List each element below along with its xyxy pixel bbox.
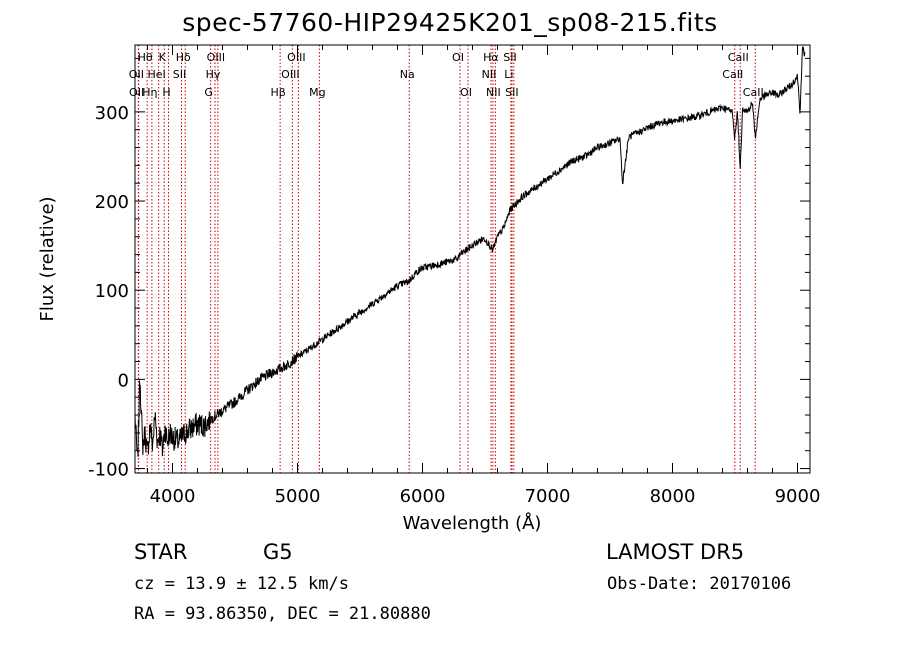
x-tick-label-5: 9000 [775, 486, 821, 507]
line-label-16: Na [400, 68, 415, 81]
line-label-23: Li [504, 68, 513, 81]
line-label-7: SII [173, 68, 186, 81]
line-label-21: NII [486, 86, 501, 99]
line-label-20: NII [482, 68, 497, 81]
y-tick-label-3: 200 [95, 192, 129, 213]
line-label-8: Hδ [176, 51, 191, 64]
line-label-3: HeI [147, 68, 165, 81]
line-label-17: OI [452, 51, 464, 64]
y-tick-label-2: 100 [95, 281, 129, 302]
line-label-13: OIII [287, 51, 305, 64]
x-tick-label-0: 4000 [150, 486, 196, 507]
line-label-14: OIII [281, 68, 299, 81]
line-label-4: Hη [142, 86, 157, 99]
x-tick-label-4: 8000 [650, 486, 696, 507]
emission-line-markers [137, 45, 756, 473]
y-axis-label: Flux (relative) [37, 196, 58, 321]
axis-ticks [135, 45, 810, 473]
line-label-22: SII [503, 51, 516, 64]
coordinates-readout: RA = 93.86350, DEC = 21.80880 [134, 604, 431, 624]
x-tick-label-3: 7000 [525, 486, 571, 507]
axis-tick-labels: 4000 5000 6000 7000 8000 9000 -100 0 100 200 300 [88, 103, 820, 507]
line-label-26: CaII [722, 68, 743, 81]
spectrum-line [134, 45, 806, 457]
x-tick-label-2: 6000 [400, 486, 446, 507]
x-axis-label: Wavelength (Å) [403, 512, 542, 534]
line-label-25: CaII [728, 51, 749, 64]
line-label-9: OIII [207, 51, 225, 64]
line-label-6: H [162, 86, 170, 99]
line-label-1: OII [129, 68, 144, 81]
obs-date: Obs-Date: 20170106 [607, 574, 792, 594]
plot-frame [134, 44, 811, 474]
y-tick-label-4: 300 [95, 103, 129, 124]
spectrum-series [134, 45, 806, 457]
line-label-19: Hα [483, 51, 499, 64]
line-label-11: G [204, 86, 213, 99]
object-class: STAR [134, 540, 188, 564]
line-label-12: Hβ [270, 86, 285, 99]
line-label-0: Hθ [138, 51, 153, 64]
y-tick-label-1: 0 [118, 370, 129, 391]
survey-name: LAMOST DR5 [606, 540, 745, 564]
line-label-10: Hγ [206, 68, 221, 81]
line-label-5: K [159, 51, 167, 64]
line-label-24: SII [505, 86, 518, 99]
x-tick-label-1: 5000 [275, 486, 321, 507]
line-label-18: OI [460, 86, 472, 99]
object-subclass: G5 [263, 540, 293, 564]
line-label-15: Mg [309, 86, 325, 99]
line-label-27: CaII [743, 86, 764, 99]
redshift-readout: cz = 13.9 ± 12.5 km/s [134, 574, 349, 594]
chart-title: spec-57760-HIP29425K201_sp08-215.fits [182, 8, 718, 37]
line-label-2: OII [129, 86, 144, 99]
y-tick-label-0: -100 [88, 460, 129, 481]
